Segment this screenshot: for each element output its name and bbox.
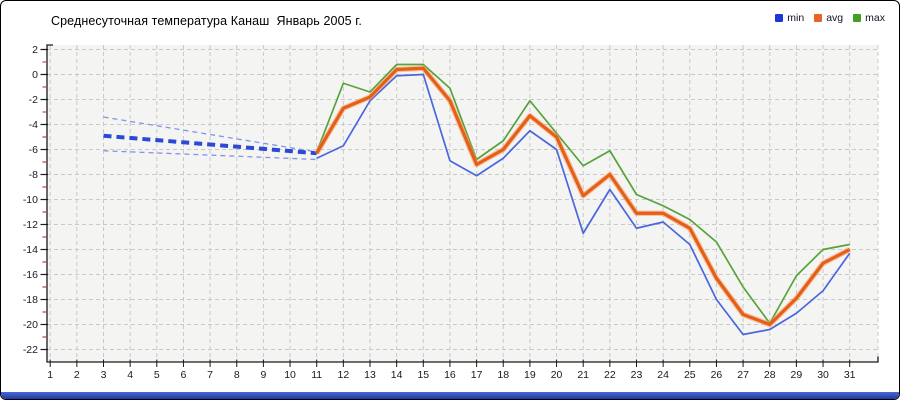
svg-text:29: 29 <box>791 369 803 381</box>
svg-text:11: 11 <box>311 369 322 381</box>
svg-text:2: 2 <box>32 44 38 56</box>
svg-text:24: 24 <box>657 369 669 381</box>
svg-text:2: 2 <box>74 369 80 381</box>
svg-text:-10: -10 <box>23 194 38 206</box>
svg-text:0: 0 <box>32 69 38 81</box>
legend-item-avg: avg <box>814 12 843 24</box>
svg-text:9: 9 <box>260 369 266 381</box>
svg-text:7: 7 <box>207 369 213 381</box>
svg-text:-14: -14 <box>23 244 38 256</box>
svg-text:-6: -6 <box>29 144 38 156</box>
svg-text:-4: -4 <box>29 119 38 131</box>
svg-text:17: 17 <box>471 369 483 381</box>
svg-text:-22: -22 <box>23 344 38 356</box>
svg-text:12: 12 <box>338 369 350 381</box>
svg-text:4: 4 <box>127 369 133 381</box>
svg-text:26: 26 <box>711 369 723 381</box>
svg-text:-12: -12 <box>23 219 38 231</box>
svg-text:5: 5 <box>154 369 160 381</box>
svg-text:23: 23 <box>631 369 643 381</box>
svg-text:28: 28 <box>764 369 776 381</box>
svg-text:6: 6 <box>181 369 187 381</box>
svg-text:15: 15 <box>417 369 429 381</box>
svg-text:3: 3 <box>101 369 107 381</box>
svg-text:10: 10 <box>284 369 296 381</box>
svg-text:16: 16 <box>444 369 456 381</box>
legend-item-max: max <box>853 12 885 24</box>
svg-text:-20: -20 <box>23 319 38 331</box>
svg-text:-8: -8 <box>29 169 38 181</box>
svg-text:8: 8 <box>234 369 240 381</box>
svg-text:20: 20 <box>551 369 563 381</box>
bottom-accent-bar <box>1 392 899 399</box>
legend-label-max: max <box>865 12 885 24</box>
svg-text:30: 30 <box>817 369 829 381</box>
svg-text:21: 21 <box>577 369 589 381</box>
svg-text:-16: -16 <box>23 269 38 281</box>
svg-text:19: 19 <box>524 369 536 381</box>
svg-text:-2: -2 <box>29 94 38 106</box>
svg-text:31: 31 <box>844 369 856 381</box>
chart-title: Среднесуточная температура Канаш Январь … <box>51 14 362 28</box>
svg-text:14: 14 <box>391 369 403 381</box>
legend-label-min: min <box>787 12 805 24</box>
svg-text:1: 1 <box>47 369 53 381</box>
legend-swatch-avg <box>814 14 823 22</box>
svg-text:22: 22 <box>604 369 616 381</box>
svg-text:25: 25 <box>684 369 696 381</box>
legend-item-min: min <box>775 12 804 24</box>
svg-text:13: 13 <box>364 369 376 381</box>
legend: min avg max <box>775 12 885 24</box>
legend-swatch-min <box>775 14 784 22</box>
svg-text:27: 27 <box>737 369 749 381</box>
legend-swatch-max <box>853 14 862 22</box>
svg-text:18: 18 <box>497 369 509 381</box>
svg-text:-18: -18 <box>23 294 38 306</box>
legend-label-avg: avg <box>826 12 844 24</box>
